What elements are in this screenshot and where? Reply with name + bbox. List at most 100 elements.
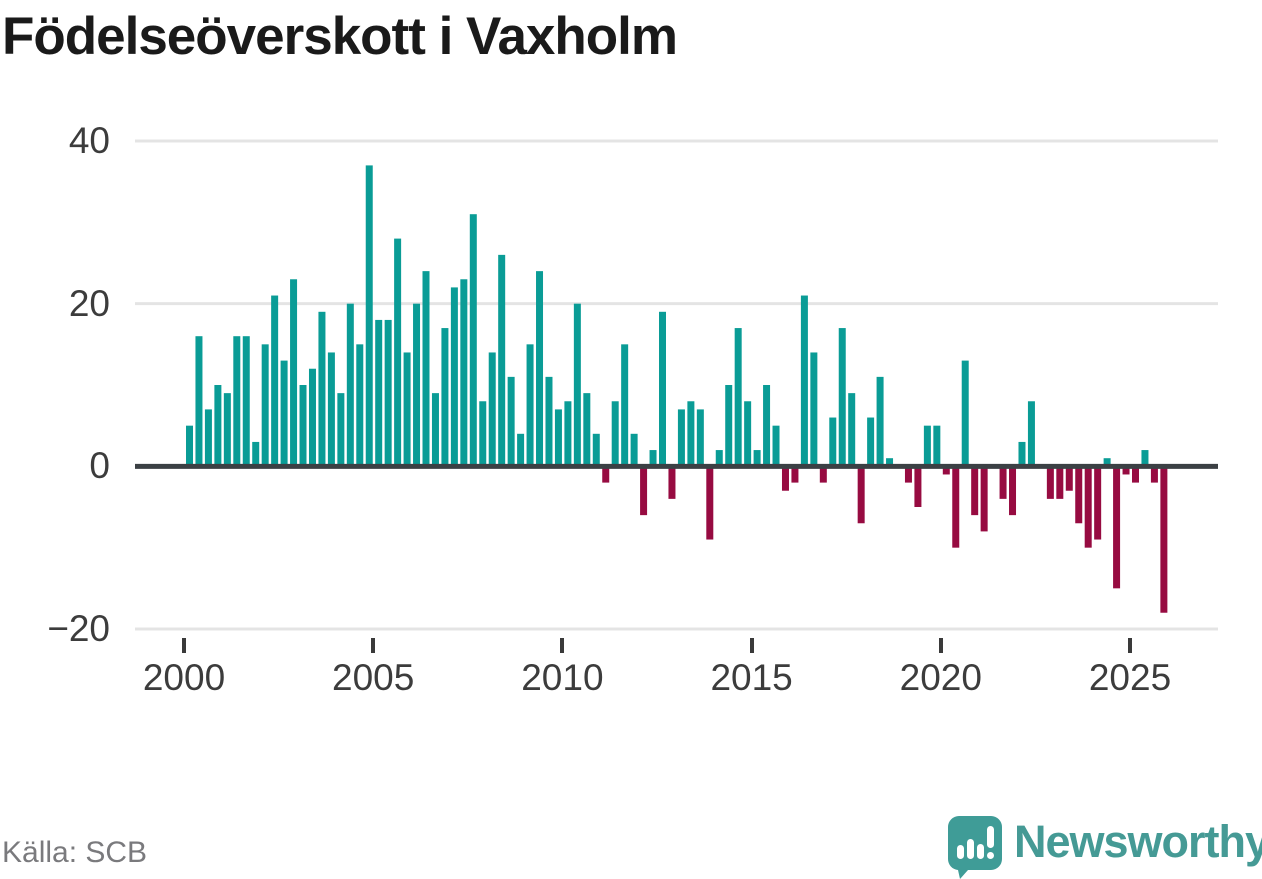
- x-axis-tick-2015: [749, 638, 754, 653]
- bar-2000-q36: [526, 344, 534, 467]
- bar-2000-q50: [659, 311, 666, 467]
- logo-exclamation-dot: [987, 852, 994, 859]
- bar-2000-q88: [1018, 441, 1026, 467]
- source-credit: Källa: SCB: [2, 836, 148, 869]
- x-axis-tick-2010: [560, 638, 565, 653]
- bar-2000-q70: [848, 393, 856, 467]
- bar-2000-q102: [1150, 466, 1158, 483]
- bar-2000-q8: [261, 344, 269, 467]
- bar-2000-q0: [186, 425, 193, 467]
- bar-2000-q62: [772, 425, 780, 467]
- bar-2000-q97: [1103, 458, 1111, 467]
- bar-2000-q63: [781, 466, 789, 491]
- x-axis-tick-2025: [1128, 638, 1132, 653]
- y-axis-label-20: 20: [68, 282, 110, 324]
- bar-2000-q54: [696, 409, 704, 467]
- bar-2000-q69: [838, 328, 846, 467]
- bar-2000-q49: [649, 450, 657, 467]
- x-axis-label-2020: 2020: [899, 657, 982, 698]
- bar-2000-q29: [460, 279, 468, 467]
- bar-2000-q87: [1009, 466, 1017, 516]
- bar-2000-q40: [564, 401, 572, 467]
- bar-2000-q42: [583, 393, 591, 467]
- bar-2000-q19: [365, 165, 373, 467]
- bar-2000-q38: [545, 376, 553, 467]
- bar-2000-q95: [1084, 466, 1092, 548]
- newsworthy-logo: Newsworthy: [946, 814, 1262, 879]
- bar-2000-q21: [384, 319, 392, 467]
- bar-2000-q37: [536, 271, 544, 467]
- x-axis-tick-2020: [938, 638, 943, 653]
- bar-2000-q76: [904, 466, 912, 483]
- bar-2000-q56: [715, 450, 723, 467]
- bar-2000-q12: [299, 385, 307, 467]
- bar-2000-q99: [1122, 466, 1130, 475]
- bar-2000-q46: [621, 344, 629, 467]
- bar-2000-q80: [942, 466, 950, 475]
- bar-2000-q10: [280, 360, 288, 467]
- bar-2000-q71: [857, 466, 865, 524]
- bar-2000-q84: [980, 466, 988, 532]
- bar-2000-q28: [450, 287, 458, 467]
- bar-2000-q30: [469, 214, 477, 467]
- bar-2000-q7: [252, 441, 260, 467]
- bar-2000-q3: [214, 385, 222, 467]
- bar-2000-q57: [725, 385, 733, 467]
- bar-2000-q73: [876, 376, 884, 467]
- bar-2000-q16: [337, 393, 345, 467]
- y-axis-label--20: −20: [47, 608, 110, 649]
- logo-bar-small: [957, 845, 964, 859]
- bar-2000-q66: [810, 352, 818, 467]
- bar-2000-q48: [640, 466, 648, 516]
- bar-2000-q22: [394, 238, 402, 467]
- bar-2000-q83: [971, 466, 979, 516]
- bar-2000-q74: [886, 458, 894, 467]
- bar-2000-q91: [1046, 466, 1054, 499]
- logo-bar-tall: [967, 839, 974, 859]
- logo-bar-medium: [977, 844, 984, 859]
- bar-2000-q24: [413, 303, 421, 467]
- bar-2000-q98: [1113, 466, 1121, 589]
- bar-2000-q35: [517, 433, 525, 467]
- bar-2000-q44: [602, 466, 610, 483]
- bar-2000-q2: [204, 409, 212, 467]
- x-axis-label-2005: 2005: [332, 657, 415, 698]
- bar-2000-q67: [819, 466, 827, 483]
- bar-2000-q92: [1056, 466, 1064, 499]
- brand-wordmark: Newsworthy: [1014, 816, 1262, 867]
- bar-2000-q43: [592, 433, 600, 467]
- bar-2000-q15: [327, 352, 335, 467]
- bar-2000-q5: [233, 336, 241, 467]
- bar-2000-q81: [952, 466, 960, 548]
- bar-2000-q52: [677, 409, 685, 467]
- bar-2000-q27: [441, 328, 449, 467]
- bar-2000-q58: [734, 328, 742, 467]
- bar-2000-q61: [763, 385, 771, 467]
- bar-2000-q82: [961, 360, 969, 467]
- bar-2000-q25: [422, 271, 430, 467]
- bar-2000-q23: [403, 352, 411, 467]
- bar-2000-q77: [914, 466, 922, 507]
- bar-2000-q72: [867, 417, 875, 467]
- bar-2000-q11: [290, 279, 298, 467]
- x-axis-label-2025: 2025: [1088, 657, 1172, 698]
- bar-2000-q53: [687, 401, 695, 467]
- bar-chart-plot-area: [135, 139, 1218, 631]
- bar-2000-q100: [1132, 466, 1139, 483]
- bar-2000-q9: [271, 295, 279, 467]
- x-axis-tick-2005: [371, 638, 376, 653]
- bar-2000-q79: [933, 425, 941, 467]
- bar-2000-q13: [308, 368, 316, 467]
- bar-2000-q47: [630, 433, 638, 467]
- newsworthy-speech-bubble-chart-icon: [947, 816, 1002, 879]
- bar-2000-q86: [999, 466, 1007, 499]
- bar-2000-q103: [1160, 466, 1168, 613]
- x-axis-label-2000: 2000: [142, 657, 226, 698]
- bar-2000-q20: [375, 319, 383, 467]
- bar-2000-q45: [611, 401, 619, 467]
- x-axis-tick-2000: [182, 638, 186, 653]
- bar-2000-q78: [923, 425, 931, 467]
- x-axis-label-2010: 2010: [521, 657, 604, 698]
- bar-2000-q65: [800, 295, 808, 467]
- bar-2000-q41: [573, 303, 581, 467]
